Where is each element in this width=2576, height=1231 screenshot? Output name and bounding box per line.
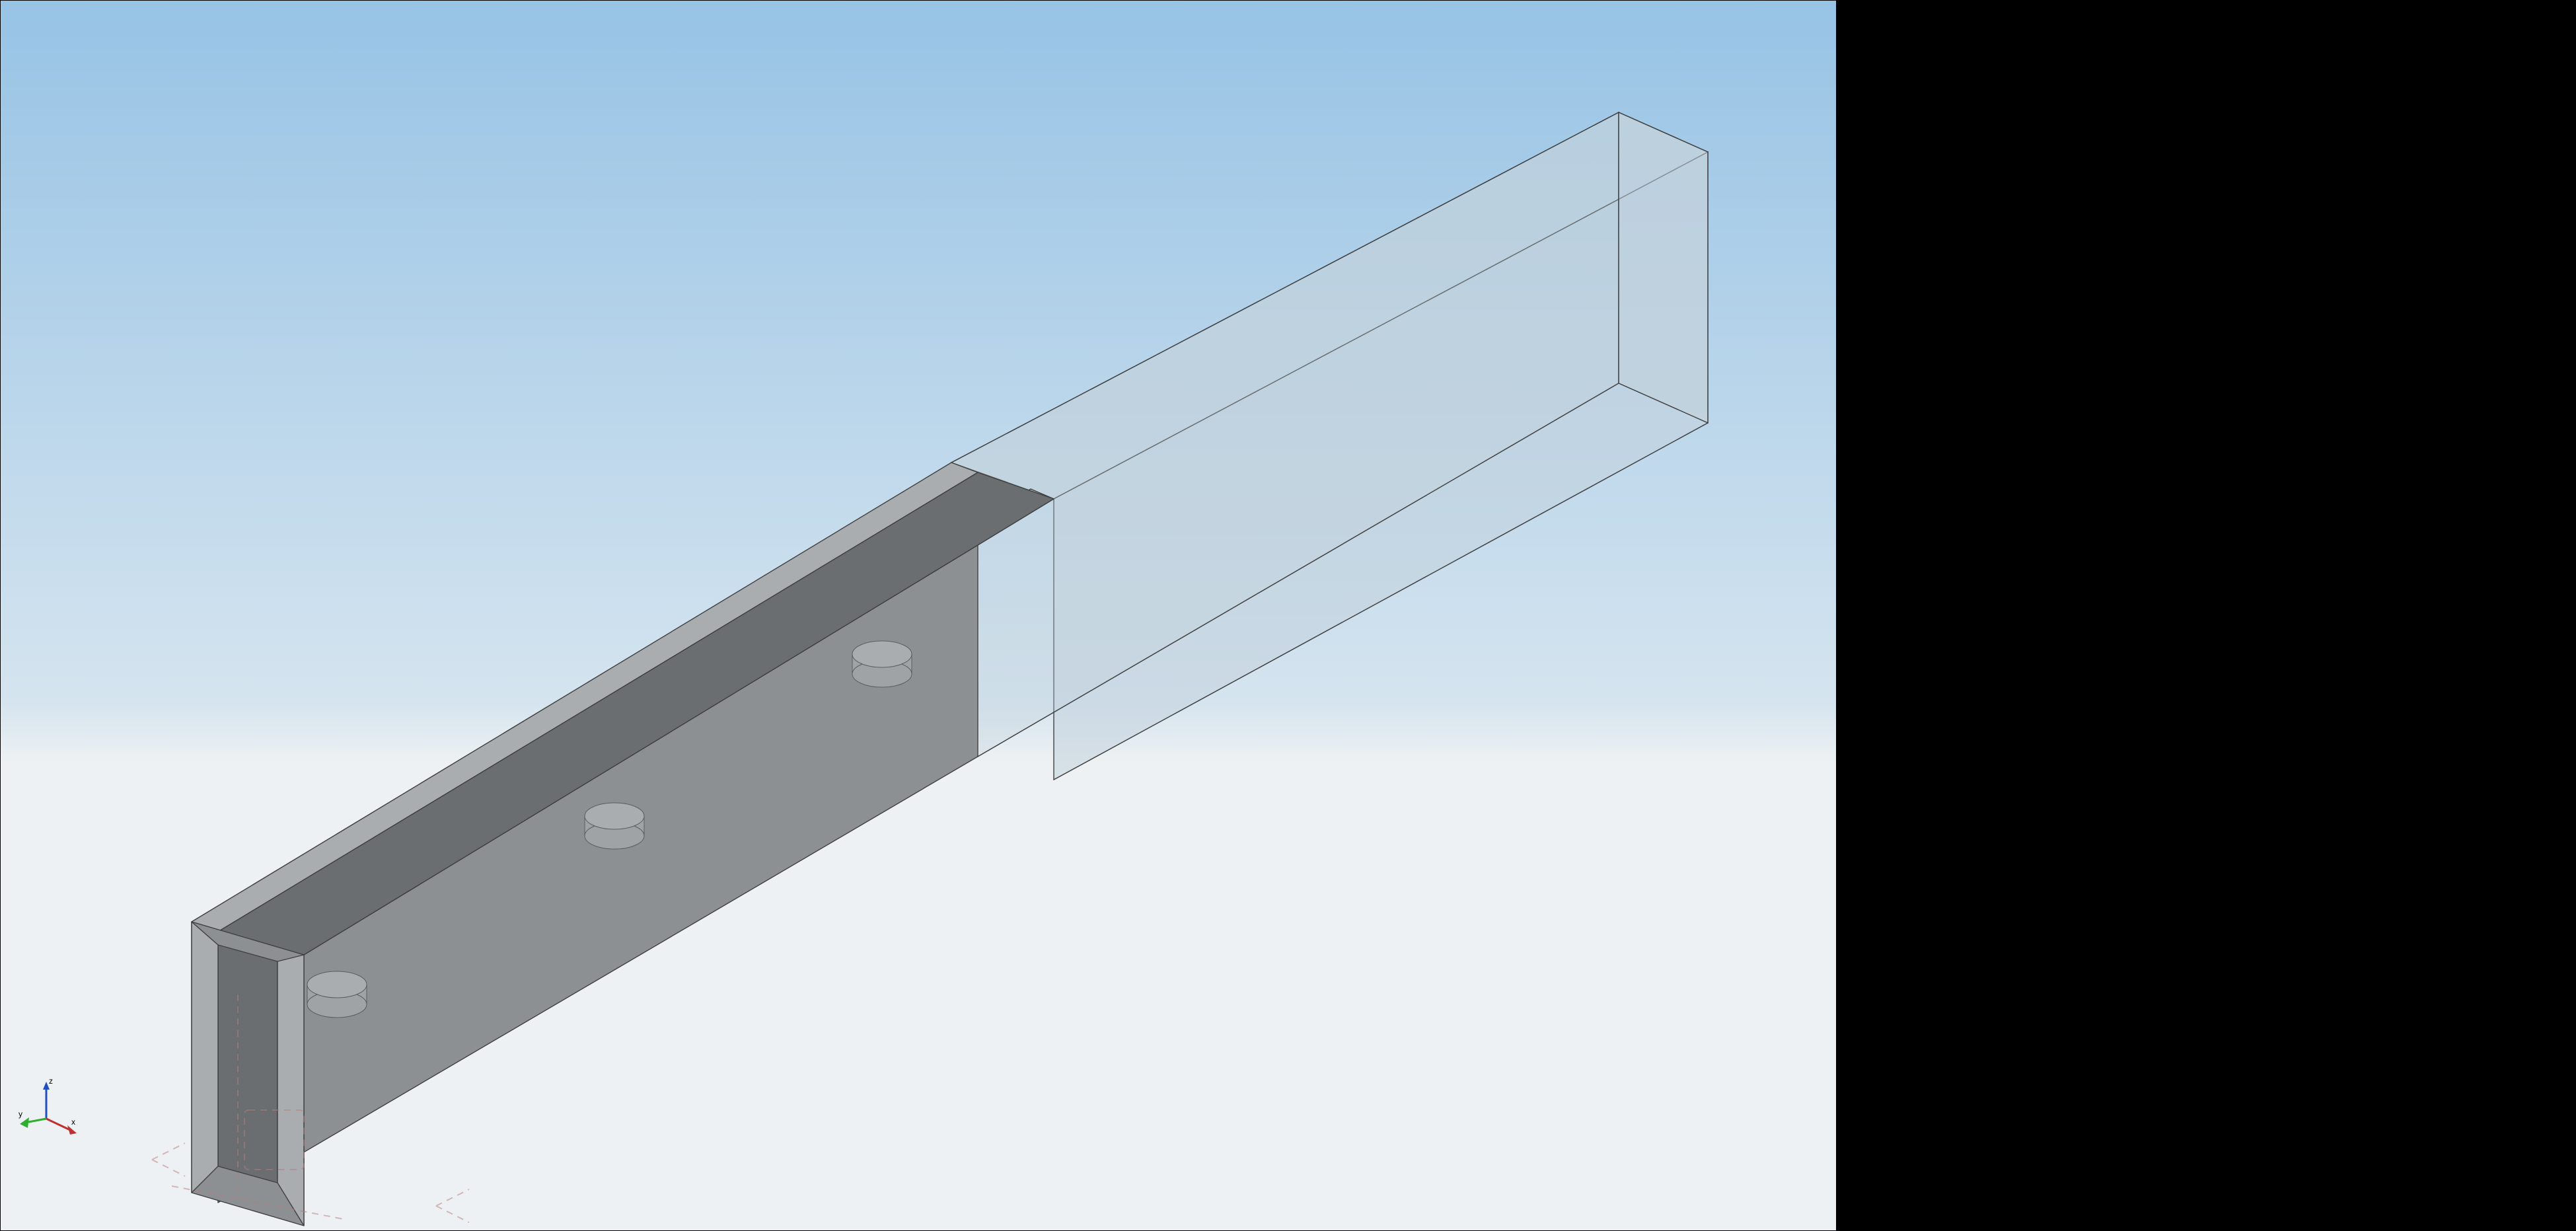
- cad-3d-viewport[interactable]: [0, 0, 1837, 1231]
- app-stage: z y x: [0, 0, 2576, 1231]
